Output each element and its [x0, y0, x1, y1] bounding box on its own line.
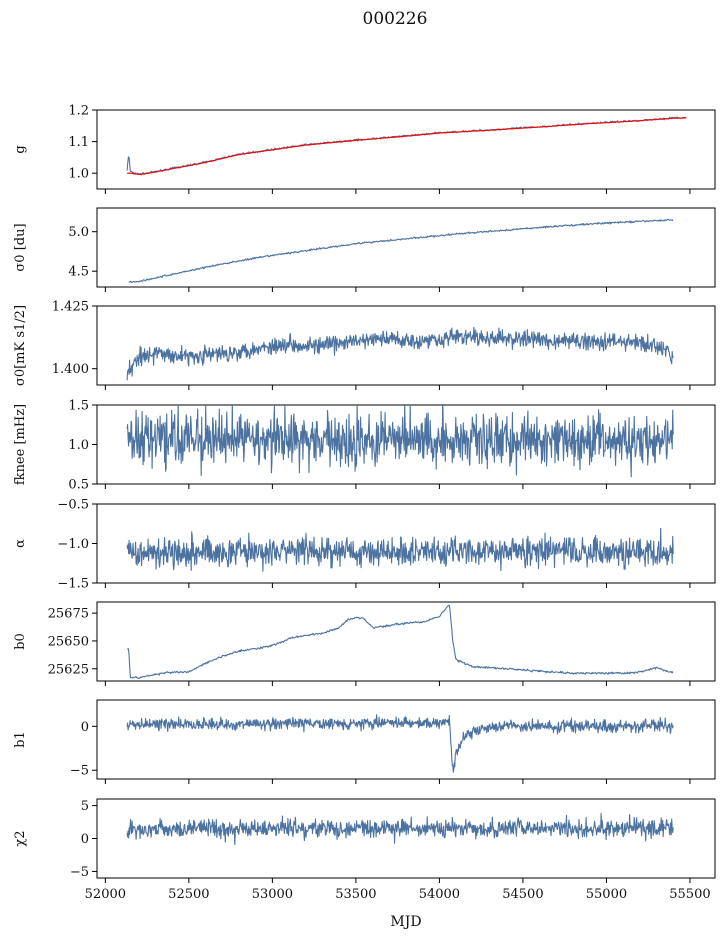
- x-tick-label: 55000: [586, 887, 627, 902]
- y-tick-label: 1.0: [68, 167, 89, 182]
- series-line: [126, 326, 674, 381]
- y-tick-label: 25650: [48, 634, 89, 649]
- y-axis-label: b1: [13, 731, 28, 748]
- x-tick-label: 54500: [502, 887, 543, 902]
- y-tick-label: −5: [70, 764, 89, 779]
- x-tick-label: 52000: [85, 887, 126, 902]
- series-line: [126, 405, 674, 478]
- series-line: [126, 116, 687, 176]
- plot-frame: [96, 109, 716, 190]
- y-tick-label: −1.5: [57, 577, 89, 592]
- y-tick-label: 25625: [48, 662, 89, 677]
- y-axis-label: σ0 [du]: [13, 223, 28, 271]
- y-tick-label: 1.0: [68, 438, 89, 453]
- series-line: [127, 604, 674, 680]
- y-tick-label: 5: [81, 799, 89, 814]
- panel-6: −5 0 b1: [13, 699, 716, 784]
- panel-4: −1.5 −1.0 −0.5 α: [13, 498, 716, 592]
- panels: 1.0 1.1 1.2 g 4.5 5.0 σ0 [du] 1.400 1.425 σ0[mK s…: [13, 104, 716, 902]
- y-tick-label: 1.425: [52, 300, 89, 315]
- panel-1: 4.5 5.0 σ0 [du]: [13, 207, 716, 292]
- y-axis-label: α: [13, 539, 28, 548]
- series-line: [126, 714, 674, 773]
- panel-2: 1.400 1.425 σ0[mK s1/2]: [13, 300, 716, 390]
- y-axis-label: b0: [13, 633, 28, 650]
- y-tick-label: 4.5: [68, 265, 89, 280]
- series-line: [126, 117, 687, 175]
- figure-title: 000226: [363, 9, 428, 29]
- panel-7: −5 0 5 52000 52500 53000 53500 54000 54500 55000 5…: [13, 798, 716, 902]
- plot-frame: [96, 503, 716, 584]
- plot-frame: [96, 798, 716, 879]
- series-line: [126, 812, 674, 846]
- y-tick-label: 5.0: [68, 225, 89, 240]
- y-tick-label: −1.0: [57, 537, 89, 552]
- panel-0: 1.0 1.1 1.2 g: [13, 104, 716, 194]
- y-axis-label: σ0[mK s1/2]: [13, 305, 28, 386]
- panel-5: 25625 25650 25675 b0: [13, 601, 716, 686]
- y-tick-label: 1.5: [68, 399, 89, 414]
- plot-frame: [96, 305, 716, 386]
- plot-frame: [96, 207, 716, 288]
- y-tick-label: 25675: [48, 607, 89, 622]
- x-tick-label: 53500: [335, 887, 376, 902]
- y-axis-label: fknee [mHz]: [13, 404, 28, 485]
- x-tick-label: 55500: [669, 887, 710, 902]
- y-axis-label: χ2: [13, 830, 28, 846]
- y-tick-label: 1.400: [52, 362, 89, 377]
- y-tick-label: −5: [70, 865, 89, 880]
- plot-frame: [96, 699, 716, 780]
- series-line: [126, 527, 674, 572]
- y-tick-label: 0: [81, 832, 89, 847]
- panel-3: 0.5 1.0 1.5 fknee [mHz]: [13, 399, 716, 493]
- y-tick-label: 1.2: [68, 104, 89, 119]
- x-tick-label: 53000: [252, 887, 293, 902]
- x-axis-label: MJD: [390, 914, 421, 930]
- y-tick-label: 1.1: [68, 135, 89, 150]
- series-line: [128, 218, 674, 284]
- plot-frame: [96, 601, 716, 682]
- y-tick-label: 0.5: [68, 478, 89, 493]
- y-tick-label: 0: [81, 720, 89, 735]
- y-tick-label: −0.5: [57, 498, 89, 513]
- x-tick-label: 52500: [168, 887, 209, 902]
- y-axis-label: g: [13, 145, 28, 153]
- x-tick-label: 54000: [419, 887, 460, 902]
